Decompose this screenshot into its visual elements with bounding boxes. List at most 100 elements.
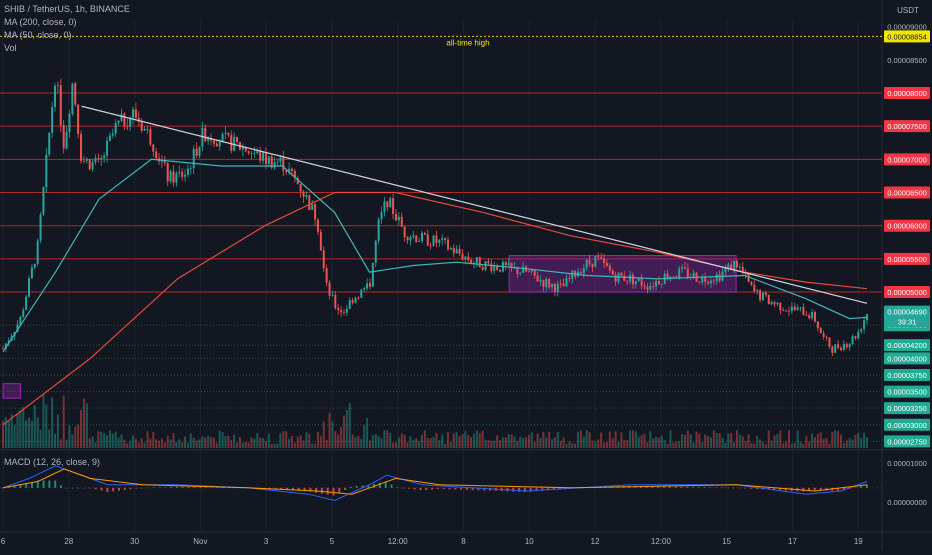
candle-body[interactable] (302, 191, 305, 197)
candle-body[interactable] (834, 344, 837, 353)
candle-body[interactable] (527, 271, 530, 273)
candle-body[interactable] (588, 260, 591, 264)
candle-body[interactable] (600, 257, 603, 259)
candle-body[interactable] (111, 133, 114, 136)
candle-body[interactable] (678, 268, 681, 278)
candle-body[interactable] (354, 297, 357, 303)
candle-body[interactable] (845, 343, 848, 348)
candle-body[interactable] (420, 233, 424, 242)
candle-body[interactable] (123, 113, 126, 126)
candle-body[interactable] (657, 280, 660, 285)
candle-body[interactable] (637, 278, 640, 281)
candle-body[interactable] (770, 302, 773, 305)
candle-body[interactable] (761, 292, 764, 300)
candle-body[interactable] (1, 348, 5, 350)
candle-body[interactable] (377, 219, 380, 241)
candle-body[interactable] (559, 283, 562, 285)
candle-body[interactable] (253, 153, 256, 154)
candle-body[interactable] (539, 280, 542, 282)
candle-body[interactable] (140, 121, 143, 131)
candle-body[interactable] (400, 216, 403, 227)
candle-body[interactable] (441, 238, 444, 240)
candle-body[interactable] (672, 276, 675, 278)
candle-body[interactable] (756, 290, 759, 292)
candle-body[interactable] (282, 157, 285, 171)
candle-body[interactable] (392, 198, 395, 214)
candle-body[interactable] (446, 239, 450, 250)
candle-body[interactable] (707, 281, 710, 284)
candle-body[interactable] (247, 151, 250, 153)
candle-body[interactable] (363, 288, 366, 290)
candle-body[interactable] (54, 85, 57, 108)
candle-body[interactable] (556, 283, 559, 292)
candle-body[interactable] (608, 265, 611, 271)
candle-body[interactable] (227, 132, 230, 136)
candle-body[interactable] (614, 274, 617, 282)
candle-body[interactable] (42, 187, 45, 215)
candle-body[interactable] (88, 159, 91, 170)
candle-body[interactable] (97, 158, 100, 160)
candle-body[interactable] (28, 278, 31, 297)
candle-body[interactable] (782, 310, 785, 311)
candle-body[interactable] (655, 280, 658, 287)
candle-body[interactable] (686, 268, 689, 278)
candle-body[interactable] (389, 198, 392, 208)
candle-body[interactable] (244, 147, 247, 152)
candle-body[interactable] (475, 257, 478, 264)
candle-body[interactable] (386, 201, 389, 208)
candle-body[interactable] (536, 275, 539, 282)
candle-body[interactable] (403, 226, 406, 238)
price-level-tag[interactable] (884, 352, 930, 365)
candle-body[interactable] (224, 132, 227, 134)
candle-body[interactable] (36, 240, 39, 264)
candle-body[interactable] (22, 309, 25, 317)
candle-body[interactable] (692, 272, 695, 277)
candle-body[interactable] (793, 306, 796, 311)
candle-body[interactable] (184, 174, 187, 177)
candle-body[interactable] (285, 170, 288, 173)
candle-body[interactable] (394, 213, 397, 221)
macd-legend[interactable]: MACD (12, 26, close, 9) (4, 457, 101, 467)
candle-body[interactable] (776, 302, 779, 305)
candle-body[interactable] (438, 239, 441, 243)
candle-body[interactable] (380, 212, 383, 220)
candle-body[interactable] (805, 315, 808, 316)
candle-body[interactable] (137, 117, 140, 122)
candle-body[interactable] (74, 83, 77, 105)
candle-body[interactable] (181, 172, 184, 177)
candle-body[interactable] (646, 286, 649, 290)
candle-body[interactable] (371, 262, 374, 287)
candle-body[interactable] (857, 331, 860, 339)
candle-body[interactable] (548, 279, 551, 288)
price-level-tag[interactable] (884, 385, 930, 398)
candle-body[interactable] (741, 266, 744, 273)
candle-body[interactable] (296, 178, 299, 185)
candle-body[interactable] (808, 315, 811, 319)
candle-body[interactable] (839, 347, 842, 350)
candle-body[interactable] (828, 337, 831, 347)
candle-body[interactable] (16, 324, 19, 333)
candle-body[interactable] (334, 294, 337, 309)
candle-body[interactable] (464, 256, 467, 260)
candle-body[interactable] (822, 333, 825, 337)
price-level-tag[interactable] (884, 435, 930, 448)
candle-body[interactable] (4, 343, 7, 349)
candle-body[interactable] (106, 140, 109, 156)
candle-body[interactable] (790, 306, 793, 312)
candle-body[interactable] (811, 312, 814, 319)
candle-body[interactable] (507, 262, 510, 266)
candle-body[interactable] (65, 131, 68, 149)
candle-body[interactable] (163, 161, 166, 164)
candle-body[interactable] (597, 256, 600, 258)
price-level-tag[interactable] (884, 402, 930, 415)
candle-body[interactable] (813, 312, 816, 322)
candle-body[interactable] (467, 256, 470, 260)
left-box[interactable] (2, 383, 21, 399)
candle-body[interactable] (348, 300, 351, 309)
price-level-tag[interactable] (884, 369, 930, 382)
candle-body[interactable] (143, 128, 146, 131)
candle-body[interactable] (701, 276, 704, 283)
candle-body[interactable] (108, 135, 111, 141)
price-level-tag[interactable] (884, 120, 930, 133)
